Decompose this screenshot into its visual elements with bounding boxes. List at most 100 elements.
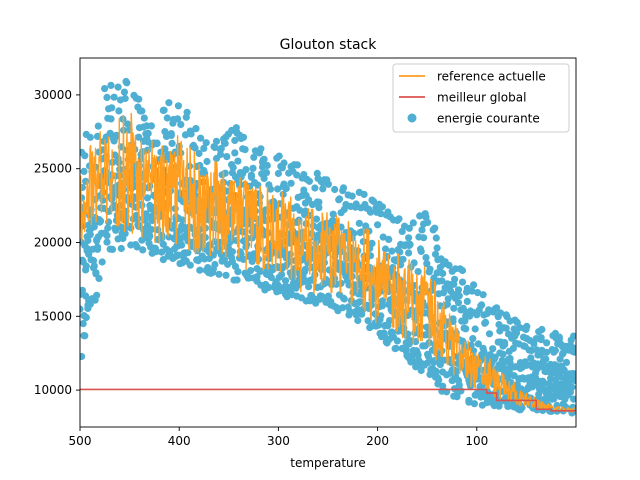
scatter-point: [423, 260, 431, 268]
scatter-point: [187, 130, 195, 138]
scatter-point: [124, 120, 132, 128]
scatter-point: [474, 289, 482, 297]
scatter-point: [570, 344, 576, 352]
scatter-point: [405, 224, 413, 232]
scatter-point: [340, 295, 348, 303]
scatter-point: [551, 346, 560, 355]
scatter-point: [93, 132, 102, 140]
scatter-point: [432, 367, 440, 376]
scatter-point: [455, 292, 463, 300]
scatter-point: [470, 400, 478, 408]
scatter-point: [197, 134, 205, 142]
scatter-point: [497, 309, 505, 317]
scatter-point: [80, 167, 88, 175]
x-tick-label: 300: [267, 434, 290, 448]
scatter-point: [381, 245, 390, 253]
scatter-point: [108, 104, 116, 112]
scatter-point: [117, 244, 125, 253]
scatter-point: [458, 266, 467, 275]
scatter-point: [107, 81, 115, 89]
y-tick-label: 25000: [34, 162, 72, 176]
scatter-point: [405, 234, 413, 242]
scatter-point: [431, 250, 440, 258]
scatter-point: [85, 250, 93, 258]
scatter-point: [94, 122, 102, 130]
scatter-point: [241, 146, 249, 154]
scatter-point: [174, 115, 182, 123]
scatter-point: [439, 382, 447, 390]
scatter-point: [474, 340, 482, 348]
scatter-point: [114, 83, 122, 91]
scatter-point: [499, 350, 507, 358]
series-reference-actuelle: [80, 112, 576, 413]
scatter-point: [191, 144, 199, 152]
scatter-point: [471, 325, 479, 333]
scatter-point: [135, 95, 143, 103]
x-tick-label: 200: [366, 434, 389, 448]
scatter-point: [305, 196, 313, 204]
scatter-point: [395, 215, 403, 223]
scatter-point: [121, 230, 129, 238]
scatter-point: [350, 229, 358, 237]
scatter-point: [211, 143, 219, 151]
scatter-point: [239, 133, 248, 141]
scatter-point: [414, 268, 422, 276]
scatter-point: [493, 304, 501, 312]
scatter-point: [146, 232, 154, 240]
scatter-point: [168, 139, 176, 147]
scatter-point: [98, 258, 106, 266]
scatter-point: [459, 304, 467, 312]
scatter-point: [103, 232, 111, 240]
scatter-point: [377, 312, 385, 320]
scatter-point: [535, 390, 543, 398]
scatter-point: [280, 159, 288, 167]
scatter-point: [378, 203, 386, 211]
scatter-point: [262, 169, 271, 177]
scatter-point: [433, 244, 441, 252]
scatter-point: [177, 120, 185, 129]
scatter-point: [523, 322, 531, 330]
scatter-point: [388, 247, 396, 255]
scatter-point: [229, 163, 237, 172]
scatter-point: [263, 161, 271, 170]
scatter-point: [528, 346, 536, 354]
scatter-point: [439, 269, 447, 278]
scatter-point: [189, 238, 197, 246]
scatter-point: [133, 243, 141, 251]
scatter-point: [455, 381, 463, 389]
scatter-point: [431, 224, 439, 232]
scatter-point: [120, 88, 128, 96]
y-tick-label: 10000: [34, 383, 72, 397]
scatter-point: [450, 304, 458, 312]
scatter-point: [293, 161, 301, 169]
scatter-point: [231, 136, 239, 145]
scatter-point: [196, 161, 204, 170]
scatter-point: [161, 145, 169, 153]
chart-title: Glouton stack: [280, 37, 378, 53]
scatter-point: [196, 266, 204, 274]
scatter-point: [527, 354, 535, 362]
scatter-point: [143, 194, 152, 202]
scatter-point: [374, 221, 382, 229]
scatter-point: [339, 184, 348, 192]
x-tick-label: 500: [69, 434, 92, 448]
scatter-point: [200, 144, 208, 152]
scatter-point: [211, 260, 219, 269]
scatter-point: [104, 224, 112, 232]
scatter-point: [234, 157, 242, 165]
scatter-point: [339, 304, 347, 312]
scatter-point: [82, 177, 90, 185]
scatter-point: [108, 245, 117, 253]
scatter-point: [311, 184, 319, 192]
scatter-point: [568, 383, 576, 391]
scatter-point: [93, 291, 101, 299]
scatter-point: [305, 177, 313, 185]
scatter-point: [300, 186, 308, 194]
scatter-point: [89, 257, 98, 265]
scatter-point: [97, 217, 105, 225]
scatter-point: [152, 248, 160, 256]
scatter-point: [435, 376, 443, 384]
scatter-point: [406, 240, 414, 248]
scatter-point: [221, 139, 229, 147]
